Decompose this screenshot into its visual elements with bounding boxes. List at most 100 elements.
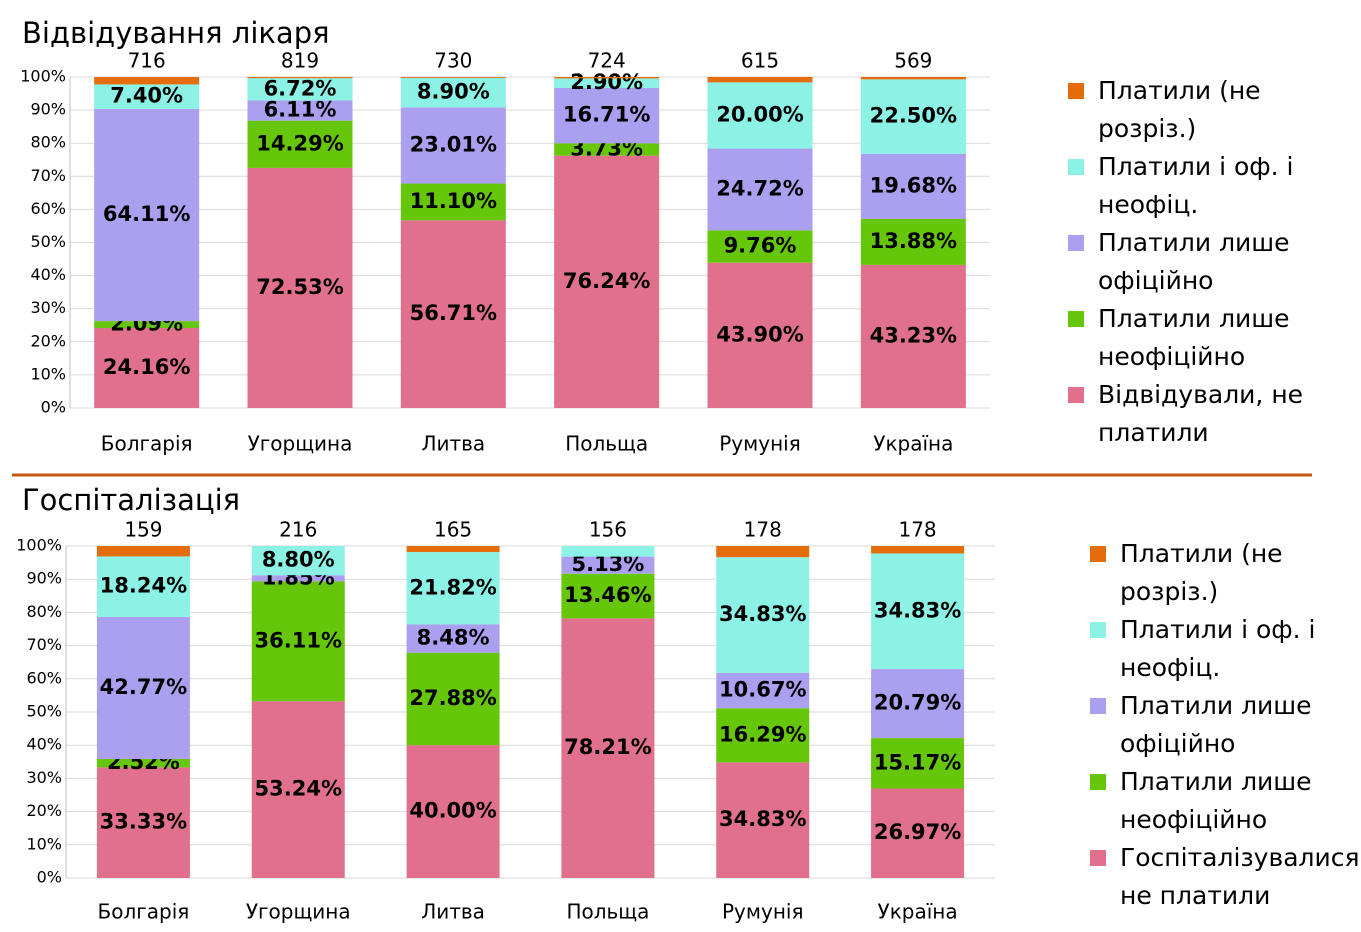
data-label: 40.00%	[409, 799, 496, 823]
total-label: 615	[741, 49, 779, 73]
x-tick-label: Болгарія	[98, 900, 190, 924]
bar-segment	[94, 321, 200, 329]
x-tick-label: Україна	[873, 432, 953, 456]
bar-segment	[860, 79, 966, 154]
total-label: 156	[589, 518, 627, 542]
legend-item: Платили лише офіційно	[1090, 687, 1340, 763]
data-label: 24.16%	[103, 355, 190, 379]
data-label: 36.11%	[255, 628, 342, 652]
bar-segment	[871, 553, 965, 670]
data-label: 13.46%	[564, 583, 651, 607]
legend-swatch	[1090, 546, 1106, 562]
bar-segment	[707, 230, 813, 263]
data-label: 20.00%	[716, 102, 803, 126]
y-tick-label: 0%	[41, 398, 66, 417]
y-tick-label: 10%	[26, 834, 62, 853]
y-tick-label: 10%	[30, 364, 66, 383]
bar-segment	[400, 220, 506, 408]
bar-segment	[707, 262, 813, 408]
data-label: 76.24%	[563, 269, 650, 293]
bar-segment	[96, 767, 190, 878]
bar-segment	[561, 573, 655, 619]
x-tick-label: Польща	[566, 900, 649, 924]
data-label: 34.83%	[874, 598, 961, 622]
y-tick-label: 20%	[26, 801, 62, 820]
bar-segment	[716, 546, 810, 558]
legend-label: Платили лише неофіційно	[1120, 767, 1312, 834]
y-tick-label: 0%	[37, 868, 62, 887]
y-tick-label: 80%	[30, 133, 66, 152]
legend-swatch	[1090, 850, 1106, 866]
bar-segment	[251, 575, 345, 582]
data-label: 20.79%	[874, 691, 961, 715]
y-tick-label: 100%	[16, 536, 62, 555]
legend-item: Відвідували, не платили	[1068, 376, 1318, 452]
data-label: 64.11%	[103, 202, 190, 226]
bar-segment	[400, 183, 506, 221]
legend-swatch	[1068, 235, 1084, 251]
data-label: 9.76%	[724, 234, 797, 258]
bar-segment	[406, 745, 500, 878]
data-label: 24.72%	[716, 176, 803, 200]
bar-segment	[94, 77, 200, 85]
legend-swatch	[1068, 387, 1084, 403]
legend-swatch	[1090, 622, 1106, 638]
bar-segment	[860, 77, 966, 80]
legend-item: Госпіталізувалися, не платили	[1090, 839, 1361, 915]
legend-swatch	[1068, 311, 1084, 327]
x-tick-label: Угорщина	[248, 432, 353, 456]
bar-segment	[251, 546, 345, 576]
total-label: 724	[588, 49, 626, 73]
bar-segment	[871, 546, 965, 554]
bar-segment	[860, 218, 966, 265]
x-tick-label: Польща	[565, 432, 648, 456]
y-tick-label: 60%	[30, 199, 66, 218]
total-label: 159	[124, 518, 162, 542]
legend-item: Платили і оф. і неофіц.	[1090, 611, 1340, 687]
bar-segment	[251, 701, 345, 878]
total-label: 178	[744, 518, 782, 542]
data-label: 53.24%	[255, 777, 342, 801]
x-tick-label: Литва	[421, 432, 485, 456]
total-label: 716	[128, 49, 166, 73]
data-label: 18.24%	[100, 574, 187, 598]
bar-segment	[860, 153, 966, 219]
bar-segment	[406, 624, 500, 653]
x-tick-label: Румунія	[719, 432, 800, 456]
bar-segment	[406, 552, 500, 625]
data-label: 7.40%	[110, 84, 183, 108]
legend-label: Платили лише офіційно	[1120, 691, 1312, 758]
legend-label: Відвідували, не платили	[1098, 380, 1304, 447]
y-tick-label: 90%	[30, 100, 66, 119]
bar-segment	[247, 100, 353, 121]
y-tick-label: 80%	[26, 602, 62, 621]
legend-label: Платили і оф. і неофіц.	[1098, 152, 1294, 219]
data-label: 56.71%	[410, 301, 497, 325]
data-label: 11.10%	[410, 189, 497, 213]
data-label: 23.01%	[410, 132, 497, 156]
bar-segment	[716, 762, 810, 878]
bar-segment	[707, 82, 813, 149]
total-label: 165	[434, 518, 472, 542]
total-label: 178	[898, 518, 936, 542]
bar-segment	[96, 758, 190, 768]
bar-segment	[247, 77, 353, 79]
x-tick-label: Болгарія	[101, 432, 193, 456]
y-tick-label: 30%	[30, 298, 66, 317]
legend-swatch	[1090, 774, 1106, 790]
data-label: 34.83%	[719, 807, 806, 831]
bar-segment	[400, 77, 506, 108]
bar-segment	[247, 120, 353, 168]
bar-segment	[707, 148, 813, 231]
bar-segment	[406, 652, 500, 746]
bar-segment	[94, 84, 200, 109]
data-label: 27.88%	[409, 686, 496, 710]
bar-segment	[400, 107, 506, 184]
legend-label: Платили і оф. і неофіц.	[1120, 615, 1316, 682]
bar-segment	[561, 556, 655, 574]
x-tick-label: Литва	[421, 900, 485, 924]
legend-item: Платили (не розріз.)	[1068, 72, 1318, 148]
bar-segment	[247, 78, 353, 101]
data-label: 43.90%	[716, 322, 803, 346]
legend-swatch	[1068, 83, 1084, 99]
